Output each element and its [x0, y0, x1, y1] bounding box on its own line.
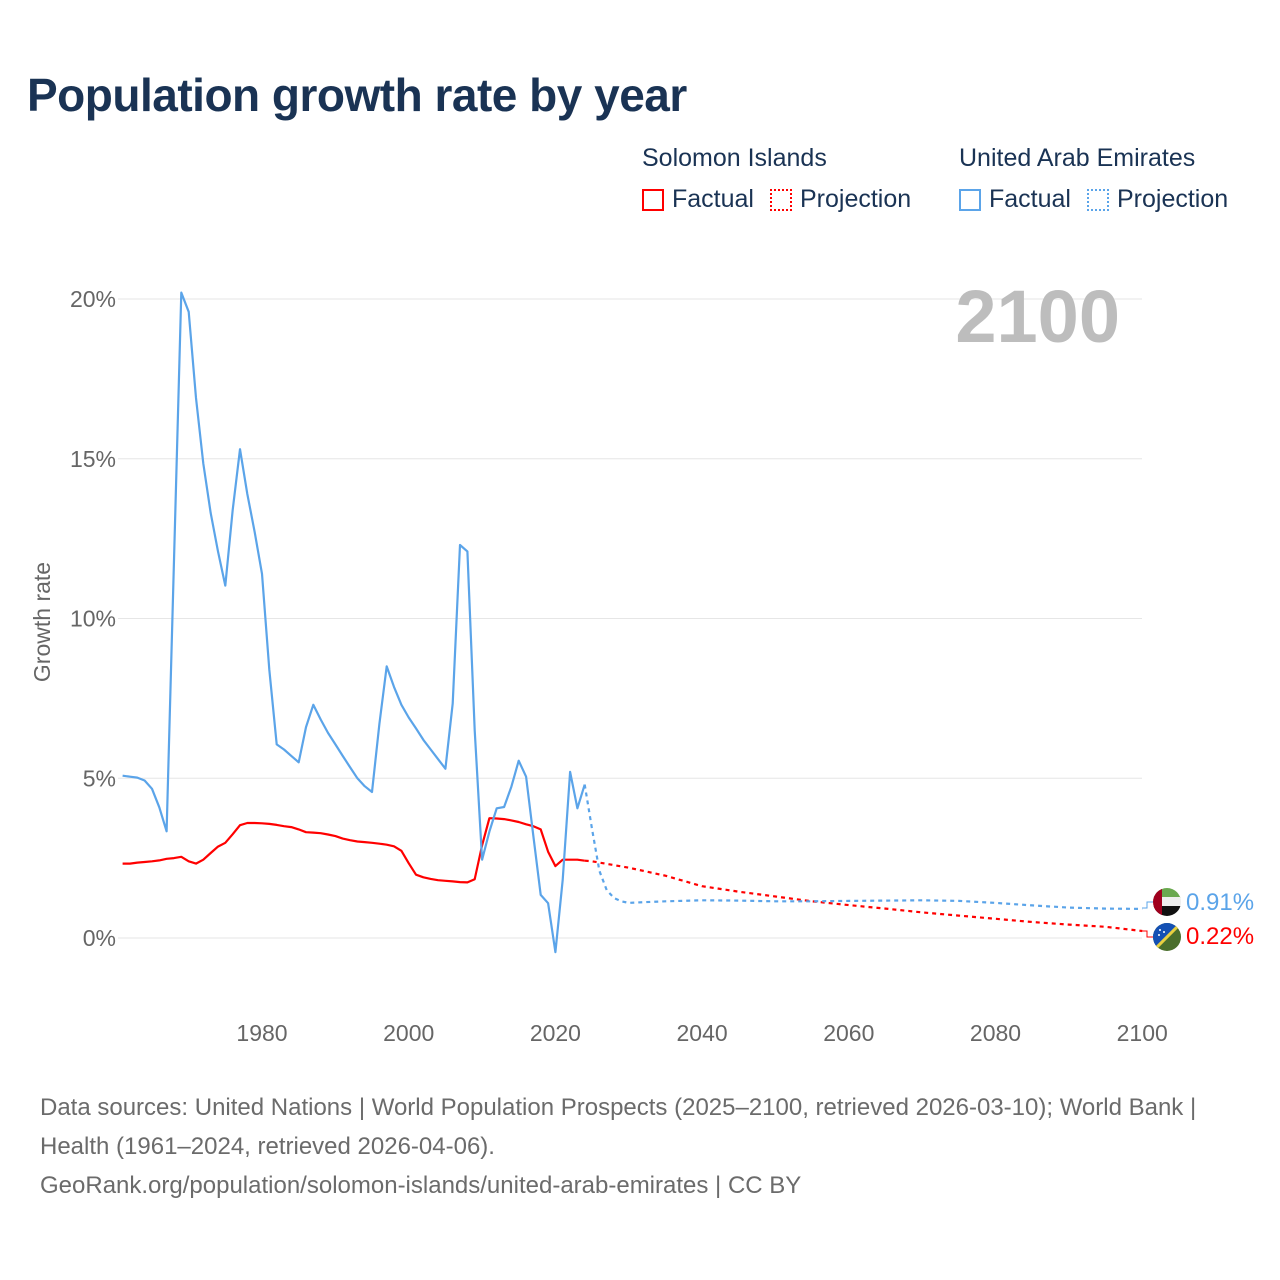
legend-item-projection[interactable]: Projection	[1086, 185, 1229, 214]
x-tick-label: 1980	[236, 1020, 287, 1046]
x-tick-label: 2000	[383, 1020, 434, 1046]
legend-label: Projection	[799, 185, 912, 213]
solomon-connector	[1142, 930, 1153, 938]
legend-group-name: Solomon Islands	[642, 144, 827, 172]
legend-label: Factual	[672, 185, 754, 213]
chart-plot: 0% 5% 10% 15% 20% 1980 2000 2020 2040 2060 2080 21…	[29, 275, 1254, 1046]
solomon-end-value: 0.22%	[1186, 923, 1254, 950]
chart-title: Population growth rate by year	[27, 69, 687, 121]
series-lines	[122, 291, 1143, 954]
x-tick-label: 2060	[823, 1020, 874, 1046]
uae-connector	[1142, 901, 1153, 909]
y-tick-label: 20%	[70, 286, 116, 312]
data-sources: Data sources: United Nations | World Pop…	[40, 1094, 1197, 1160]
x-tick-label: 2080	[970, 1020, 1021, 1046]
legend-swatch-dotted	[769, 188, 792, 211]
x-tick-label: 2100	[1117, 1020, 1168, 1046]
legend-swatch-solid	[959, 188, 981, 211]
series-line-united-arab-emirates-projection	[583, 784, 1143, 910]
series-line-united-arab-emirates-factual	[122, 291, 586, 954]
solomon-islands-flag-icon	[1153, 923, 1181, 951]
y-tick-label: 0%	[83, 925, 116, 951]
legend-item-factual[interactable]: Factual	[642, 185, 754, 214]
gridlines	[118, 298, 1142, 939]
series-line-solomon-islands-projection	[584, 859, 1143, 933]
y-axis-label: Growth rate	[29, 562, 55, 682]
legend-swatch-dotted	[1086, 188, 1109, 211]
uae-end-value: 0.91%	[1186, 889, 1254, 916]
x-tick-label: 2040	[677, 1020, 728, 1046]
legend-group-name: United Arab Emirates	[959, 144, 1196, 172]
year-display: 2100	[955, 275, 1120, 358]
footer: Data sources: United Nations | World Pop…	[40, 1088, 1240, 1205]
y-tick-label: 15%	[70, 446, 116, 472]
x-axis-ticks: 1980 2000 2020 2040 2060 2080 2100	[236, 1020, 1167, 1046]
legend-swatch-solid	[642, 188, 664, 211]
legend-label: Factual	[989, 185, 1071, 213]
legend-group-solomon-islands: Solomon Islands Factual Projection	[642, 144, 927, 214]
x-tick-label: 2020	[530, 1020, 581, 1046]
y-axis-ticks: 0% 5% 10% 15% 20%	[70, 286, 116, 951]
y-tick-label: 10%	[70, 606, 116, 632]
uae-flag-icon	[1153, 888, 1181, 916]
legend-group-uae: United Arab Emirates Factual Projection	[959, 144, 1244, 214]
source-link[interactable]: GeoRank.org/population/solomon-islands/u…	[40, 1172, 802, 1199]
y-tick-label: 5%	[83, 765, 116, 791]
legend-item-projection[interactable]: Projection	[769, 185, 912, 214]
legend-label: Projection	[1116, 185, 1229, 213]
end-markers: 0.91% 0.22%	[1142, 888, 1254, 951]
series-line-solomon-islands-factual	[122, 817, 585, 884]
legend-item-factual[interactable]: Factual	[959, 185, 1071, 214]
